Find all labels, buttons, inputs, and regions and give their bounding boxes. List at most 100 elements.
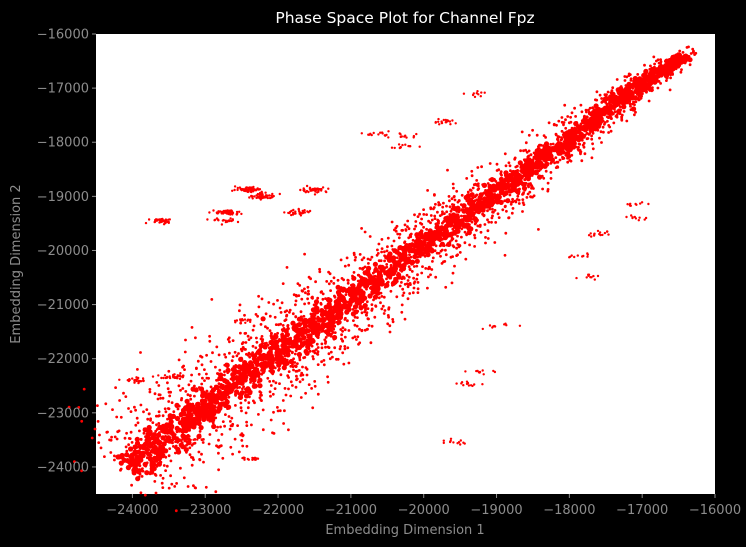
data-point: [281, 365, 287, 371]
data-point: [352, 251, 356, 255]
data-point: [373, 267, 379, 273]
data-point: [296, 344, 303, 351]
data-point: [224, 362, 230, 368]
data-point: [98, 433, 101, 437]
data-point: [551, 142, 555, 146]
data-point: [239, 331, 242, 335]
data-point: [475, 179, 479, 182]
data-point: [464, 216, 470, 222]
data-point: [113, 435, 117, 439]
data-point: [621, 104, 627, 110]
data-point: [418, 239, 424, 245]
data-point: [342, 362, 346, 366]
data-point: [220, 210, 223, 214]
data-point: [319, 290, 323, 294]
data-point: [329, 350, 333, 354]
data-point: [162, 376, 165, 380]
data-point: [620, 117, 624, 121]
data-point: [592, 274, 595, 278]
data-point: [303, 188, 306, 192]
data-point: [656, 58, 660, 62]
data-point: [454, 239, 458, 243]
data-point: [379, 131, 382, 134]
data-point: [251, 344, 255, 348]
data-point: [313, 349, 316, 353]
data-point: [230, 359, 234, 363]
data-point: [148, 388, 152, 391]
data-point: [632, 95, 638, 101]
data-point: [308, 186, 312, 189]
data-point: [226, 404, 232, 410]
data-point: [251, 328, 255, 332]
data-point: [238, 391, 244, 397]
data-point: [161, 219, 164, 222]
data-point: [642, 76, 648, 82]
data-point: [402, 291, 406, 295]
data-point: [174, 415, 181, 422]
data-point: [460, 381, 464, 384]
data-point: [408, 268, 412, 271]
data-point: [664, 72, 670, 78]
data-point: [119, 467, 123, 471]
data-point: [364, 308, 367, 312]
data-point: [436, 210, 439, 214]
data-point: [599, 130, 603, 134]
data-point: [472, 183, 476, 187]
data-point: [452, 186, 455, 190]
data-point: [310, 189, 313, 192]
data-point: [289, 394, 293, 398]
data-point: [416, 281, 420, 284]
data-point: [261, 352, 267, 359]
data-point: [196, 438, 199, 441]
data-point: [276, 299, 279, 302]
data-point: [376, 248, 379, 252]
data-point: [136, 421, 140, 425]
data-point: [365, 268, 371, 274]
data-point: [524, 141, 528, 145]
y-tick-label: −24000: [37, 460, 89, 475]
data-point: [167, 486, 171, 490]
data-point: [486, 218, 489, 222]
data-point: [487, 220, 491, 224]
data-point: [313, 299, 320, 305]
data-point: [456, 253, 459, 257]
data-point: [457, 199, 461, 202]
data-point: [386, 236, 390, 240]
data-point: [664, 58, 670, 64]
data-point: [133, 379, 136, 382]
data-point: [494, 199, 501, 205]
data-point: [588, 106, 592, 110]
data-point: [456, 234, 459, 238]
data-point: [633, 113, 636, 117]
data-point: [341, 326, 345, 330]
data-point: [139, 403, 143, 407]
data-point: [586, 122, 592, 128]
data-point: [568, 159, 572, 162]
x-axis-ticks: −24000 −23000 −22000 −21000 −20000 −19000 −180…: [106, 494, 741, 518]
data-point: [245, 420, 249, 424]
data-point: [204, 485, 208, 489]
data-point: [466, 190, 470, 194]
data-point: [457, 219, 463, 225]
data-point: [168, 376, 171, 379]
data-point: [398, 232, 402, 236]
data-point: [495, 162, 499, 166]
data-point: [252, 383, 258, 389]
data-point: [235, 354, 239, 358]
data-point: [195, 366, 198, 370]
data-point: [405, 136, 408, 139]
data-point: [340, 277, 344, 280]
data-point: [80, 469, 83, 473]
data-point: [316, 392, 320, 396]
data-point: [216, 445, 220, 449]
data-point: [637, 219, 640, 222]
data-point: [446, 168, 449, 172]
data-point: [460, 235, 463, 239]
data-point: [179, 372, 182, 375]
data-point: [685, 46, 689, 49]
data-point: [230, 376, 236, 382]
data-point: [131, 377, 134, 380]
data-point: [213, 399, 219, 405]
data-point: [306, 297, 309, 301]
data-point: [390, 220, 394, 224]
